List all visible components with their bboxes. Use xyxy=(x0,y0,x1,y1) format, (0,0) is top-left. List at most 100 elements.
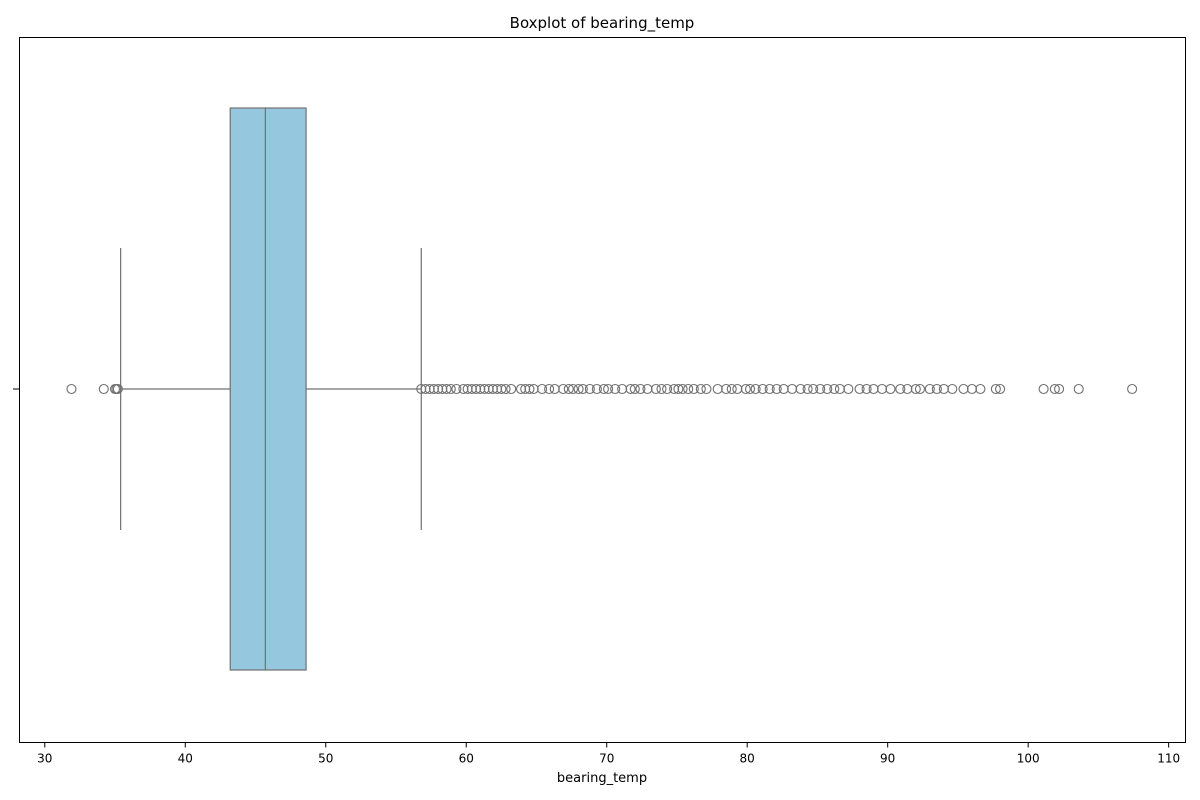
x-tick-label: 70 xyxy=(599,752,614,766)
outlier-point xyxy=(642,383,653,395)
outlier-point xyxy=(802,383,813,395)
outlier-point xyxy=(500,383,511,395)
outlier-point xyxy=(757,383,768,395)
plot-area xyxy=(19,37,1186,743)
outlier-point xyxy=(617,383,628,395)
outlier-point xyxy=(854,383,865,395)
outlier-point xyxy=(603,383,614,395)
outlier-point xyxy=(808,383,819,395)
outlier-point xyxy=(462,383,473,395)
outlier-point xyxy=(506,383,517,395)
outlier-point xyxy=(902,383,913,395)
outlier-point xyxy=(1127,383,1138,395)
outlier-point xyxy=(584,383,595,395)
x-tick-label: 100 xyxy=(1017,752,1040,766)
outlier-point xyxy=(868,383,879,395)
outlier-point xyxy=(635,383,646,395)
outlier-point xyxy=(420,383,431,395)
outlier-point xyxy=(98,383,109,395)
outliers xyxy=(66,383,1138,395)
outlier-point xyxy=(466,383,477,395)
outlier-point xyxy=(496,383,507,395)
outlier-point xyxy=(778,383,789,395)
outlier-point xyxy=(458,383,469,395)
outlier-point xyxy=(112,383,123,395)
outlier-point xyxy=(771,383,782,395)
outlier-point xyxy=(895,383,906,395)
outlier-point xyxy=(528,383,539,395)
outlier-point xyxy=(683,383,694,395)
outlier-point xyxy=(656,383,667,395)
outlier-point xyxy=(544,383,555,395)
outlier-point xyxy=(885,383,896,395)
outlier-point xyxy=(688,383,699,395)
outlier-point xyxy=(815,383,826,395)
outlier-point xyxy=(424,383,435,395)
outlier-point xyxy=(441,383,452,395)
outlier-point xyxy=(549,383,560,395)
outlier-point xyxy=(990,383,1001,395)
outlier-point xyxy=(721,383,732,395)
x-tick-label: 30 xyxy=(37,752,52,766)
outlier-point xyxy=(750,383,761,395)
x-axis: 30 40 50 60 70 80 90 100 110 xyxy=(37,742,1180,766)
outlier-point xyxy=(650,383,661,395)
outlier-point xyxy=(910,383,921,395)
outlier-point xyxy=(487,383,498,395)
outlier-point xyxy=(563,383,574,395)
outlier-point xyxy=(701,383,712,395)
outlier-point xyxy=(471,383,482,395)
outlier-point xyxy=(673,383,684,395)
outlier-point xyxy=(610,383,621,395)
outlier-point xyxy=(492,383,503,395)
outlier-point xyxy=(1073,383,1084,395)
outlier-point xyxy=(726,383,737,395)
outlier-point xyxy=(520,383,531,395)
outlier-point xyxy=(428,383,439,395)
outlier-point xyxy=(744,383,756,395)
outlier-point xyxy=(1038,383,1049,395)
outlier-point xyxy=(822,383,833,395)
x-tick-label: 50 xyxy=(318,752,333,766)
outlier-point xyxy=(995,383,1006,395)
outlier-point xyxy=(947,383,958,395)
outlier-point xyxy=(931,383,942,395)
outlier-point xyxy=(416,383,427,395)
outlier-point xyxy=(938,383,949,395)
iqr-box xyxy=(229,107,307,671)
outlier-point xyxy=(629,383,640,395)
outlier-point xyxy=(625,383,636,395)
outlier-point xyxy=(914,383,926,395)
outlier-point xyxy=(433,383,444,395)
outlier-point xyxy=(958,383,969,395)
outlier-point xyxy=(537,383,548,395)
outlier-point xyxy=(861,383,872,395)
outlier-point xyxy=(524,383,535,395)
outlier-point xyxy=(795,383,806,395)
outlier-point xyxy=(66,383,77,395)
outlier-point xyxy=(712,383,723,395)
x-tick-label: 60 xyxy=(459,752,474,766)
outlier-point xyxy=(732,383,743,395)
outlier-point xyxy=(483,383,494,395)
outlier-point xyxy=(966,383,978,395)
x-tick-label: 40 xyxy=(178,752,193,766)
outlier-point xyxy=(479,383,490,395)
outlier-point xyxy=(740,383,751,395)
outlier-point xyxy=(598,383,609,395)
outlier-point xyxy=(764,383,775,395)
outlier-point xyxy=(515,383,527,395)
x-tick-label: 90 xyxy=(880,752,895,766)
outlier-point xyxy=(558,383,569,395)
outlier-point xyxy=(924,383,935,395)
outlier-point xyxy=(1049,383,1060,395)
outlier-point xyxy=(669,383,680,395)
x-axis-label: bearing_temp xyxy=(557,771,647,786)
x-tick-label: 110 xyxy=(1157,752,1180,766)
outlier-point xyxy=(677,383,688,395)
outlier-point xyxy=(475,383,486,395)
outlier-point xyxy=(567,383,579,395)
outlier-point xyxy=(451,383,462,395)
x-tick-label: 80 xyxy=(740,752,755,766)
outlier-point xyxy=(591,383,602,395)
